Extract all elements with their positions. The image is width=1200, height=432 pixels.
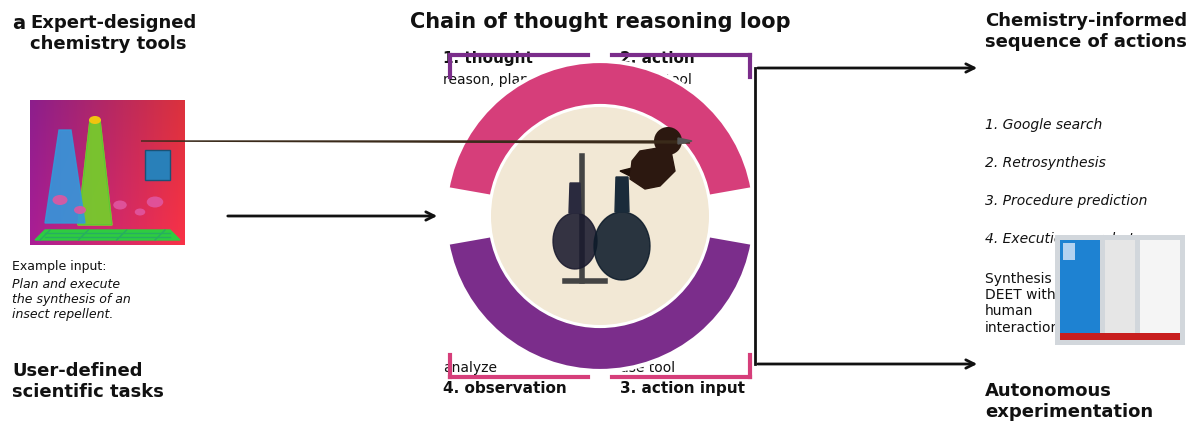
Circle shape bbox=[491, 107, 709, 325]
Text: 3. Procedure prediction: 3. Procedure prediction bbox=[985, 194, 1147, 208]
Text: Expert-designed
chemistry tools: Expert-designed chemistry tools bbox=[30, 14, 197, 53]
Text: Chain of thought reasoning loop: Chain of thought reasoning loop bbox=[409, 12, 791, 32]
Text: Example input:: Example input: bbox=[12, 260, 107, 273]
Text: Autonomous
experimentation: Autonomous experimentation bbox=[985, 382, 1153, 421]
Ellipse shape bbox=[134, 209, 145, 216]
Ellipse shape bbox=[89, 116, 101, 124]
Text: 4. Execution on robot: 4. Execution on robot bbox=[985, 232, 1134, 246]
Circle shape bbox=[654, 127, 682, 155]
Bar bbox=[145, 150, 170, 180]
Text: a: a bbox=[12, 14, 25, 33]
Polygon shape bbox=[594, 212, 650, 280]
Text: 1. thought: 1. thought bbox=[443, 51, 533, 66]
Text: 2. action: 2. action bbox=[620, 51, 695, 66]
Text: analyze: analyze bbox=[443, 361, 497, 375]
Text: Chemistry-informed
sequence of actions: Chemistry-informed sequence of actions bbox=[985, 12, 1187, 51]
Polygon shape bbox=[35, 230, 180, 240]
Text: User-defined
scientific tasks: User-defined scientific tasks bbox=[12, 362, 164, 401]
Polygon shape bbox=[569, 183, 581, 213]
Text: 3. action input: 3. action input bbox=[620, 381, 745, 396]
Polygon shape bbox=[616, 177, 629, 212]
Text: 2. Retrosynthesis: 2. Retrosynthesis bbox=[985, 156, 1106, 170]
Polygon shape bbox=[553, 213, 598, 269]
Text: Plan and execute
the synthesis of an
insect repellent.: Plan and execute the synthesis of an ins… bbox=[12, 278, 131, 321]
Ellipse shape bbox=[113, 200, 127, 210]
Polygon shape bbox=[630, 146, 674, 189]
Wedge shape bbox=[448, 61, 752, 197]
Wedge shape bbox=[448, 235, 752, 371]
Ellipse shape bbox=[74, 206, 86, 214]
Text: reason, plan: reason, plan bbox=[443, 73, 529, 87]
Text: Synthesis of
DEET without
human
interaction.: Synthesis of DEET without human interact… bbox=[985, 272, 1079, 335]
Ellipse shape bbox=[146, 197, 163, 207]
Text: 4. observation: 4. observation bbox=[443, 381, 566, 396]
Polygon shape bbox=[620, 166, 640, 181]
Polygon shape bbox=[78, 120, 112, 225]
Text: 1. Google search: 1. Google search bbox=[985, 118, 1103, 132]
Polygon shape bbox=[46, 130, 85, 223]
Polygon shape bbox=[142, 141, 690, 143]
Text: select tool: select tool bbox=[620, 73, 692, 87]
Polygon shape bbox=[678, 138, 692, 144]
Ellipse shape bbox=[53, 195, 67, 205]
Text: use tool: use tool bbox=[620, 361, 676, 375]
Polygon shape bbox=[78, 120, 112, 225]
